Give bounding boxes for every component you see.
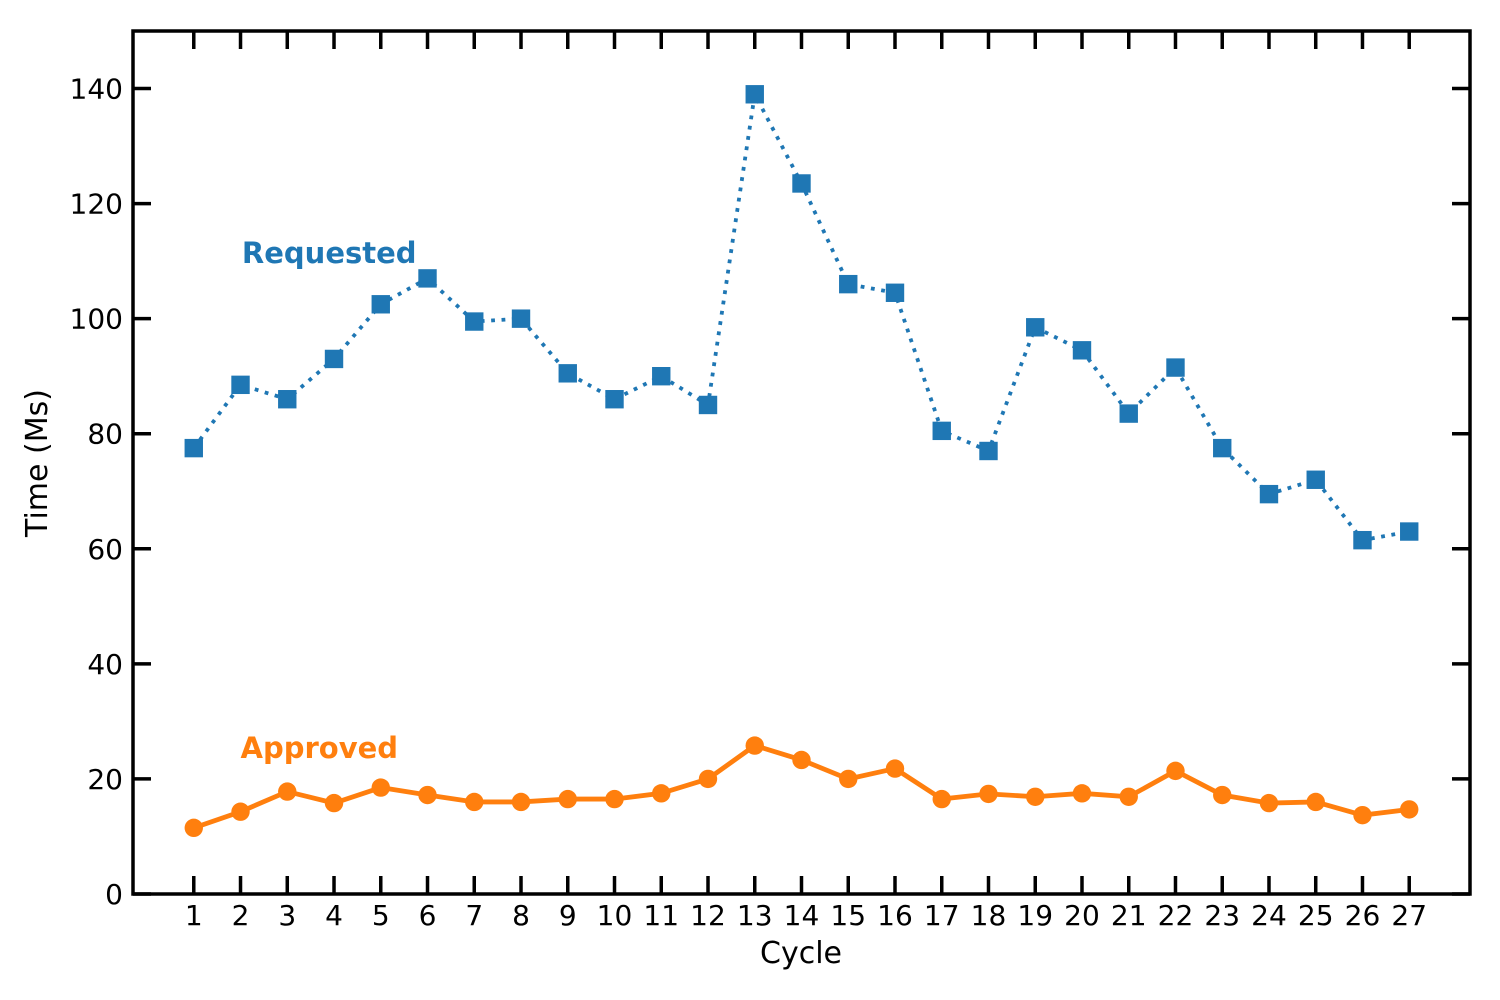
marker-requested (932, 421, 951, 441)
marker-approved (605, 789, 624, 809)
marker-requested (1119, 404, 1138, 423)
x-tick-label: 17 (924, 899, 960, 932)
x-tick-label: 18 (971, 899, 1007, 932)
marker-requested (1166, 358, 1185, 377)
x-tick-label: 13 (737, 899, 773, 932)
series-label-approved: Approved (241, 731, 399, 765)
x-tick-label: 2 (232, 899, 250, 932)
marker-requested (605, 390, 624, 409)
x-tick-label: 7 (465, 899, 483, 932)
x-tick-label: 1 (185, 899, 203, 932)
x-axis-label: Cycle (760, 936, 842, 971)
marker-approved (465, 792, 484, 812)
x-tick-label: 22 (1158, 899, 1194, 932)
marker-requested (1026, 318, 1045, 337)
marker-approved (1166, 761, 1185, 781)
marker-requested (979, 441, 998, 461)
series-line-requested (192, 88, 1410, 543)
x-tick-label: 26 (1345, 899, 1381, 932)
marker-approved (652, 784, 671, 803)
marker-approved (979, 784, 998, 804)
x-tick-label: 6 (419, 899, 437, 932)
marker-approved (1306, 792, 1325, 812)
x-tick-label: 4 (325, 899, 343, 932)
x-tick-label: 10 (597, 899, 633, 932)
marker-approved (932, 789, 951, 809)
x-tick-label: 23 (1204, 899, 1240, 932)
x-tick-label: 16 (877, 899, 913, 932)
y-tick-label: 40 (87, 648, 123, 681)
marker-requested (511, 309, 531, 328)
marker-requested (792, 174, 811, 193)
y-tick-label: 0 (105, 878, 123, 911)
marker-approved (1119, 787, 1138, 806)
marker-requested (418, 269, 437, 288)
marker-requested (1400, 522, 1419, 541)
x-tick-label: 15 (830, 899, 866, 932)
y-tick-label: 20 (87, 763, 123, 796)
y-tick-label: 100 (70, 303, 123, 336)
marker-approved (371, 778, 390, 797)
x-tick-label: 12 (690, 899, 726, 932)
marker-approved (1026, 787, 1045, 806)
marker-approved (792, 750, 811, 770)
marker-approved (885, 759, 905, 778)
x-tick-label: 27 (1391, 899, 1427, 932)
marker-requested (324, 349, 344, 369)
marker-requested (231, 375, 250, 395)
y-tick-label: 60 (87, 533, 123, 566)
marker-requested (1213, 438, 1232, 458)
marker-requested (184, 438, 203, 458)
x-tick-label: 21 (1111, 899, 1147, 932)
marker-requested (1259, 484, 1279, 504)
x-tick-label: 20 (1064, 899, 1100, 932)
x-tick-label: 14 (784, 899, 820, 932)
marker-approved (511, 792, 531, 812)
x-tick-label: 25 (1298, 899, 1334, 932)
x-tick-label: 11 (643, 899, 679, 932)
x-tick-label: 3 (278, 899, 296, 932)
x-tick-label: 24 (1251, 899, 1287, 932)
axes-layer (131, 29, 1472, 896)
marker-approved (418, 785, 437, 805)
x-tick-label: 9 (559, 899, 577, 932)
marker-requested (558, 364, 577, 383)
marker-requested (1072, 341, 1092, 360)
y-tick-label: 120 (70, 188, 123, 221)
x-tick-label: 8 (512, 899, 530, 932)
marker-approved (324, 793, 344, 813)
x-tick-label: 5 (372, 899, 390, 932)
marker-approved (745, 736, 764, 755)
tick-labels: 1 2 3 4 5 6 7 8 9 10 11 12 13 14 15 16 17 18 19 20 21 22 23 24 2… (70, 73, 1428, 932)
marker-requested (1353, 530, 1372, 550)
marker-approved (1072, 784, 1092, 803)
series-label-requested: Requested (242, 236, 417, 270)
marker-requested (652, 367, 671, 386)
marker-requested (1306, 470, 1325, 489)
marker-approved (558, 789, 577, 809)
y-tick-label: 80 (87, 418, 123, 451)
marker-approved (231, 802, 250, 821)
marker-approved (1400, 800, 1419, 819)
marker-requested (745, 85, 764, 104)
marker-requested (371, 295, 390, 314)
marker-requested (885, 283, 905, 302)
marker-requested (698, 395, 718, 415)
marker-approved (184, 818, 203, 838)
marker-approved (1353, 805, 1372, 825)
marker-requested (839, 274, 858, 294)
y-axis-label: Time (Ms) (20, 389, 55, 538)
marker-approved (1213, 785, 1232, 805)
marker-requested (278, 390, 297, 409)
marker-approved (1259, 793, 1279, 813)
marker-approved (839, 769, 858, 789)
marker-approved (698, 769, 718, 789)
y-tick-label: 140 (70, 73, 123, 106)
x-tick-label: 19 (1017, 899, 1053, 932)
series-layer: Requested Approved (184, 85, 1419, 838)
marker-approved (278, 782, 297, 801)
marker-requested (465, 312, 484, 331)
